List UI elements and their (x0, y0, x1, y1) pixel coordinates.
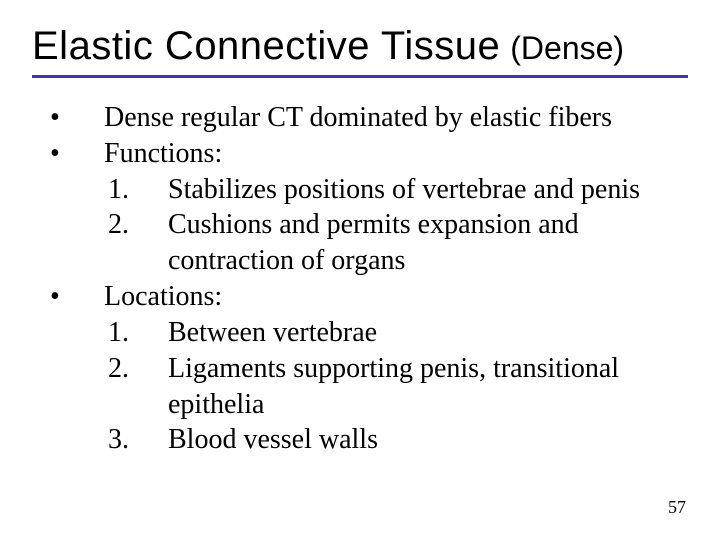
title-rule (32, 75, 688, 78)
numbered-item: 3. Blood vessel walls (44, 422, 688, 458)
bullet-icon: • (50, 138, 60, 169)
number-label: 1. (44, 315, 168, 351)
numbered-text: Between vertebrae (168, 315, 688, 351)
bullet-text: Functions: (104, 136, 688, 172)
number-label: 2. (44, 207, 168, 243)
bullet-item: • Functions: (44, 136, 688, 172)
bullet-text: Dense regular CT dominated by elastic fi… (104, 100, 688, 136)
bullet-text: Locations: (104, 279, 688, 315)
bullet-icon: • (50, 102, 60, 133)
title-main: Elastic Connective Tissue (32, 24, 500, 69)
bullet-item: • Locations: (44, 279, 688, 315)
bullet-icon: • (50, 281, 60, 312)
numbered-text: Ligaments supporting penis, transitional… (168, 351, 688, 423)
number-label: 1. (44, 172, 168, 208)
numbered-item: 2. Ligaments supporting penis, transitio… (44, 351, 688, 423)
title-block: Elastic Connective Tissue (Dense) (32, 24, 688, 69)
bullet-item: • Dense regular CT dominated by elastic … (44, 100, 688, 136)
numbered-item: 1. Between vertebrae (44, 315, 688, 351)
numbered-item: 2. Cushions and permits expansion and co… (44, 207, 688, 279)
slide: Elastic Connective Tissue (Dense) • Dens… (0, 0, 720, 540)
numbered-text: Blood vessel walls (168, 422, 688, 458)
number-label: 2. (44, 351, 168, 387)
numbered-text: Stabilizes positions of vertebrae and pe… (168, 172, 688, 208)
title-sub: (Dense) (510, 30, 624, 67)
numbered-text: Cushions and permits expansion and contr… (168, 207, 688, 279)
page-number: 57 (668, 497, 686, 518)
content-body: • Dense regular CT dominated by elastic … (32, 100, 688, 458)
number-label: 3. (44, 422, 168, 458)
numbered-item: 1. Stabilizes positions of vertebrae and… (44, 172, 688, 208)
